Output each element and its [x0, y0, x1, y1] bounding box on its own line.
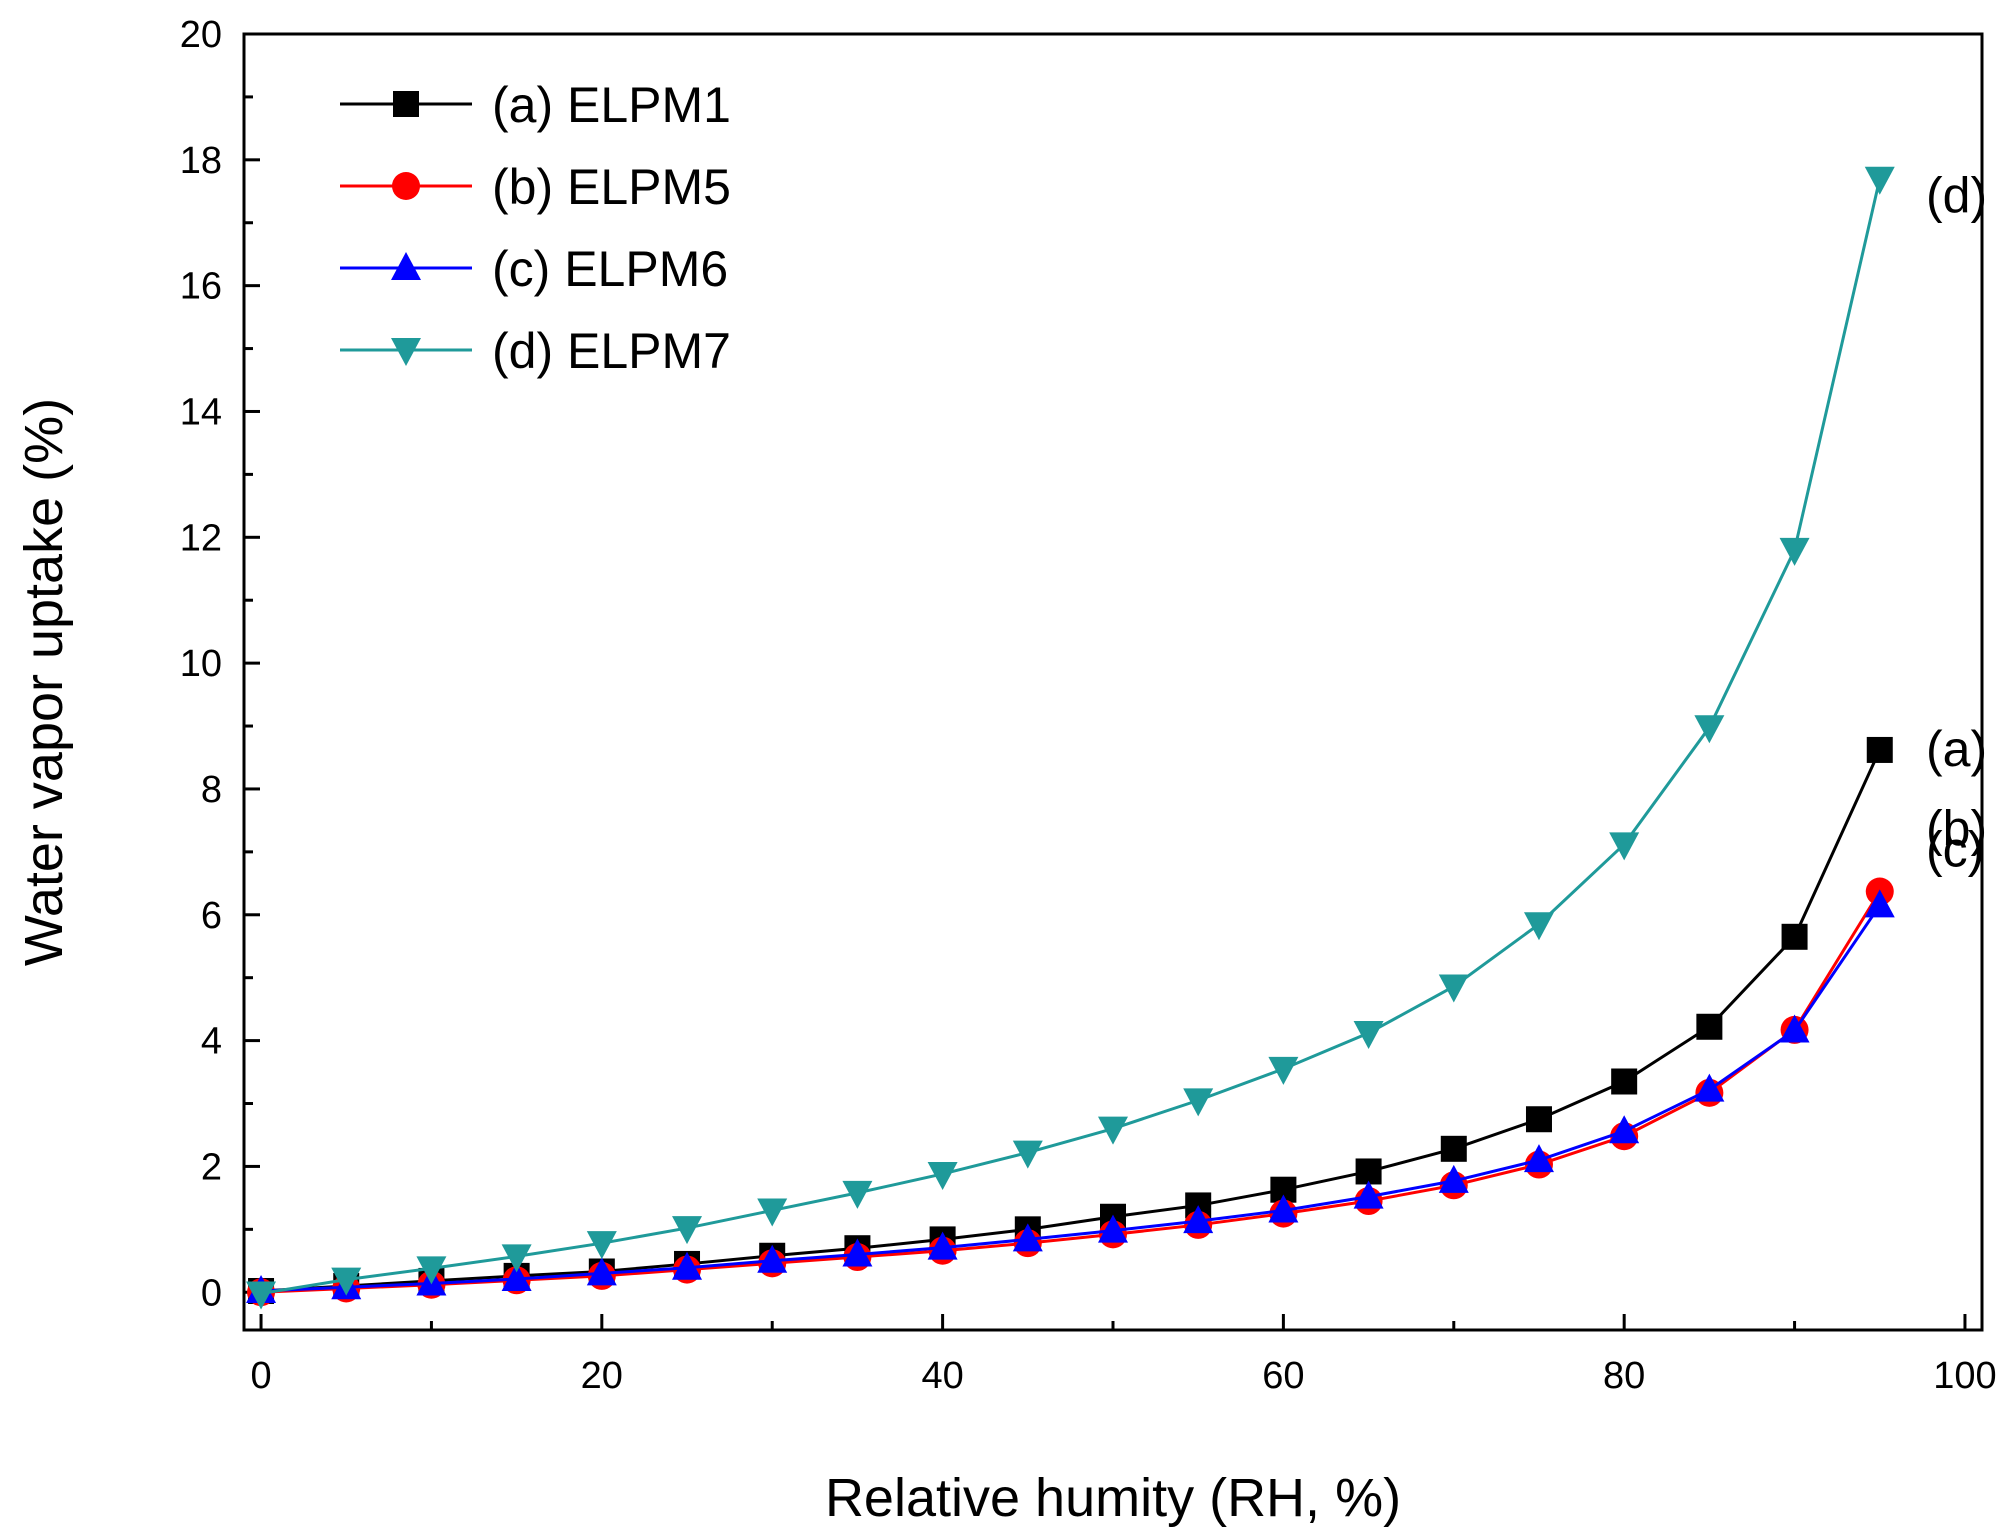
legend-label: (d) ELPM7	[492, 323, 731, 379]
x-tick-label: 100	[1933, 1355, 1996, 1397]
series-line	[260, 904, 1882, 1293]
x-tick-label: 60	[1262, 1355, 1304, 1397]
data-point	[1523, 1144, 1554, 1173]
legend-label: (b) ELPM5	[492, 159, 731, 215]
y-tick-label: 0	[201, 1272, 222, 1314]
y-tick-label: 18	[180, 140, 222, 182]
data-point	[1440, 1135, 1467, 1162]
legend-label: (a) ELPM1	[492, 77, 731, 133]
legend-label: (c) ELPM6	[492, 241, 728, 297]
x-axis-title: Relative humity (RH, %)	[825, 1468, 1401, 1528]
data-point	[1353, 1021, 1384, 1050]
data-point	[1268, 1056, 1299, 1085]
y-tick-label: 14	[180, 391, 222, 433]
data-point	[501, 1244, 532, 1273]
data-point	[1353, 1180, 1384, 1209]
legend-item: (a) ELPM1	[340, 77, 731, 133]
data-point	[246, 1281, 277, 1310]
series-1	[248, 736, 1893, 1304]
legend-item: (d) ELPM7	[340, 323, 731, 379]
data-point	[1438, 1164, 1469, 1193]
data-point	[1864, 166, 1895, 195]
data-point	[331, 1267, 362, 1296]
y-axis-ticks: 0 2 4 6 8 10 12 14 16 18 20	[180, 14, 260, 1314]
data-point	[1183, 1205, 1214, 1234]
y-tick-label: 2	[201, 1146, 222, 1188]
x-tick-label: 0	[250, 1355, 271, 1397]
y-tick-label: 20	[180, 14, 222, 56]
data-point	[586, 1257, 617, 1286]
x-axis-ticks: 0 20 40 60 80 100	[250, 1314, 1997, 1397]
curve-annotation: (c)	[1926, 821, 1984, 877]
series-4	[246, 166, 1895, 1310]
data-point	[1098, 1214, 1128, 1243]
series-line	[260, 749, 1882, 1293]
data-point	[1696, 1013, 1723, 1040]
data-point	[1183, 1088, 1214, 1117]
data-point	[1694, 715, 1725, 744]
data-point	[927, 1161, 958, 1190]
data-point	[1609, 832, 1640, 861]
data-point	[1523, 912, 1554, 941]
data-point	[586, 1231, 617, 1260]
data-point	[416, 1256, 447, 1285]
y-tick-label: 8	[201, 769, 222, 811]
data-point	[1012, 1223, 1043, 1252]
data-point	[757, 1244, 788, 1273]
legend: (a) ELPM1 (b) ELPM5 (c) ELPM6 (d) ELPM7	[340, 77, 731, 379]
legend-marker	[393, 91, 419, 117]
y-tick-label: 6	[201, 895, 222, 937]
data-point	[1694, 1073, 1725, 1102]
legend-item: (b) ELPM5	[340, 159, 731, 215]
legend-marker	[391, 252, 421, 280]
data-point	[672, 1251, 703, 1280]
y-tick-label: 4	[201, 1021, 222, 1063]
data-point	[842, 1238, 873, 1267]
data-point	[1611, 1068, 1638, 1095]
y-tick-label: 12	[180, 517, 222, 559]
series-2	[247, 877, 1894, 1307]
data-point	[1098, 1116, 1128, 1145]
data-point	[1864, 889, 1895, 918]
data-point	[1866, 736, 1893, 763]
series-layer	[246, 166, 1895, 1310]
curve-annotation: (d)	[1926, 168, 1987, 224]
y-tick-label: 10	[180, 643, 222, 685]
x-tick-label: 40	[921, 1355, 963, 1397]
data-point	[1355, 1158, 1382, 1185]
legend-marker	[391, 338, 421, 366]
data-point	[1609, 1115, 1640, 1144]
x-tick-label: 80	[1603, 1355, 1645, 1397]
data-point	[842, 1180, 873, 1209]
data-point	[927, 1231, 958, 1260]
data-point	[757, 1198, 788, 1227]
curve-annotations: (d) (a) (b)(c)	[1926, 168, 1987, 878]
data-point	[1012, 1140, 1043, 1169]
curve-annotation: (b)	[1926, 800, 1987, 856]
data-point	[1781, 923, 1808, 950]
data-point	[1779, 1014, 1810, 1043]
data-point	[1268, 1194, 1299, 1223]
curve-annotation: (a)	[1926, 721, 1987, 777]
data-point	[1525, 1106, 1552, 1133]
x-tick-label: 20	[581, 1355, 623, 1397]
data-point	[672, 1216, 703, 1245]
data-point	[501, 1263, 532, 1292]
series-line	[260, 178, 1882, 1295]
data-point	[1779, 537, 1810, 566]
y-axis-title: Water vapor uptake (%)	[14, 398, 74, 966]
y-tick-label: 16	[180, 266, 222, 308]
series-3	[246, 889, 1895, 1303]
legend-marker	[392, 172, 420, 200]
data-point	[1438, 974, 1469, 1003]
legend-item: (c) ELPM6	[340, 241, 728, 297]
